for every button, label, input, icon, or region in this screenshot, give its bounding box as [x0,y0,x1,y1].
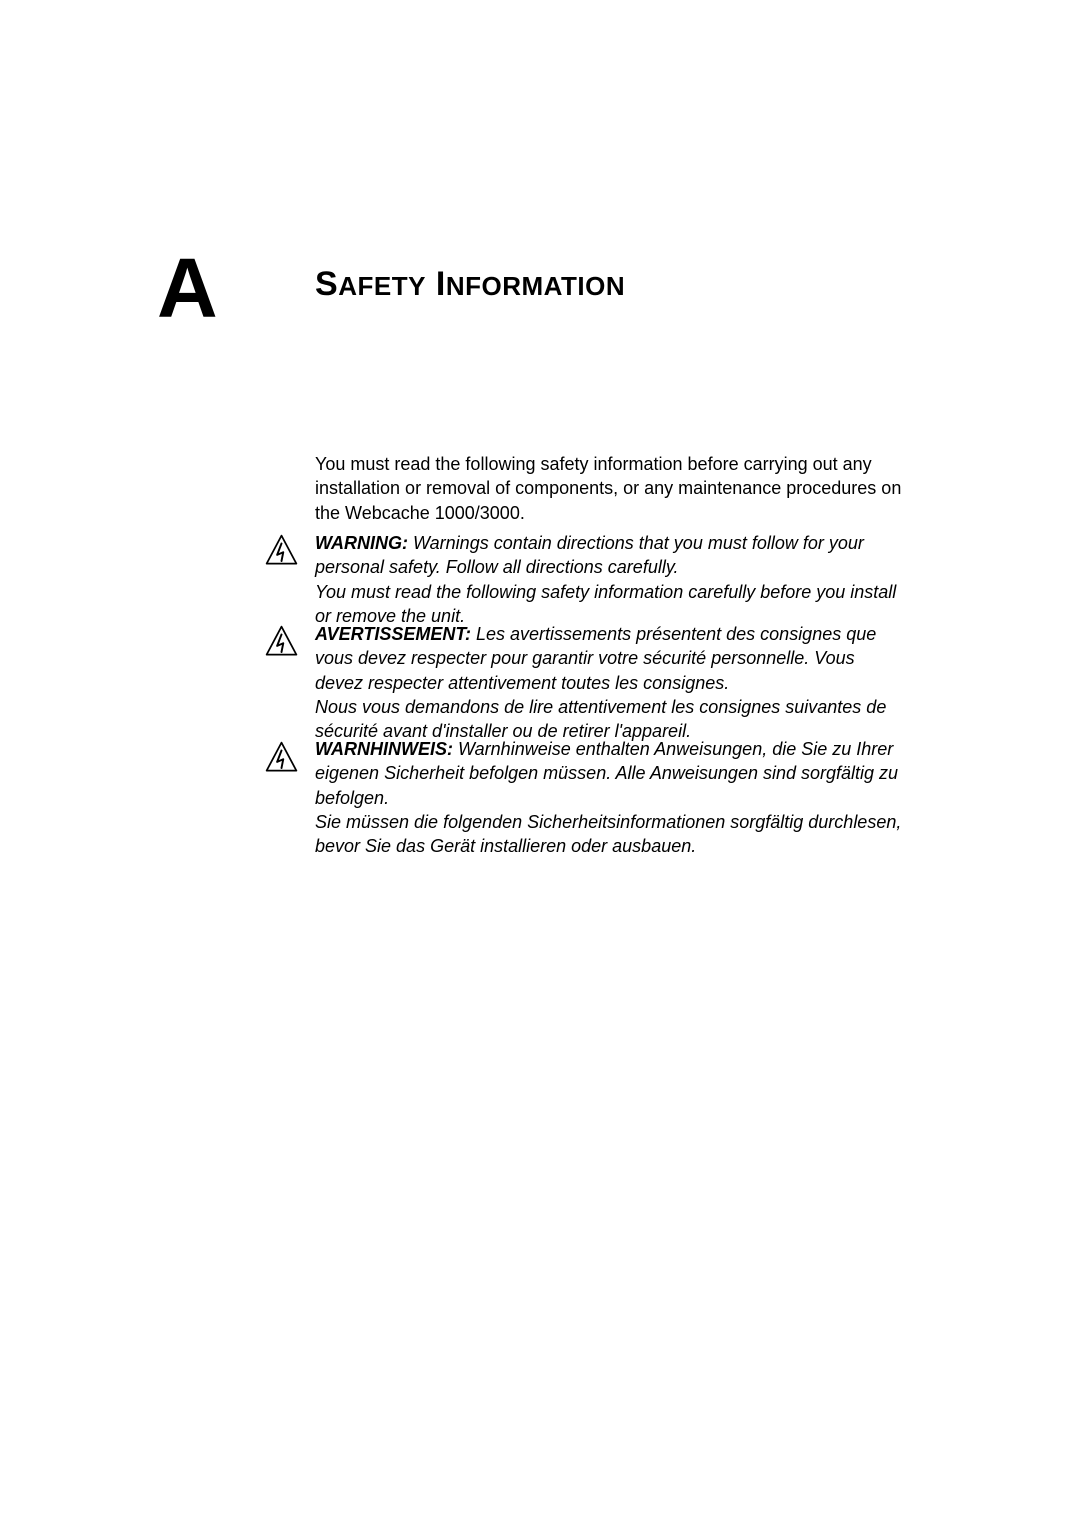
warning-en-label: WARNING: [315,533,413,553]
warning-en: WARNING: Warnings contain directions tha… [315,531,905,628]
hazard-icon [264,624,299,659]
title-word1-rest: AFETY [338,271,426,301]
warning-de-label: WARNHINWEIS: [315,739,458,759]
page: A SAFETY INFORMATION You must read the f… [0,0,1080,1528]
warning-de: WARNHINWEIS: Warnhinweise enthalten Anwe… [315,737,905,858]
hazard-icon [264,533,299,568]
appendix-letter: A [157,246,218,330]
page-title: SAFETY INFORMATION [315,265,625,304]
warning-fr: AVERTISSEMENT: Les avertissements présen… [315,622,905,743]
title-word2-rest: NFORMATION [446,271,625,301]
title-word2-cap: I [436,265,446,303]
hazard-icon [264,740,299,775]
warning-fr-label: AVERTISSEMENT: [315,624,476,644]
title-word1-cap: S [315,265,338,303]
intro-paragraph: You must read the following safety infor… [315,452,905,525]
